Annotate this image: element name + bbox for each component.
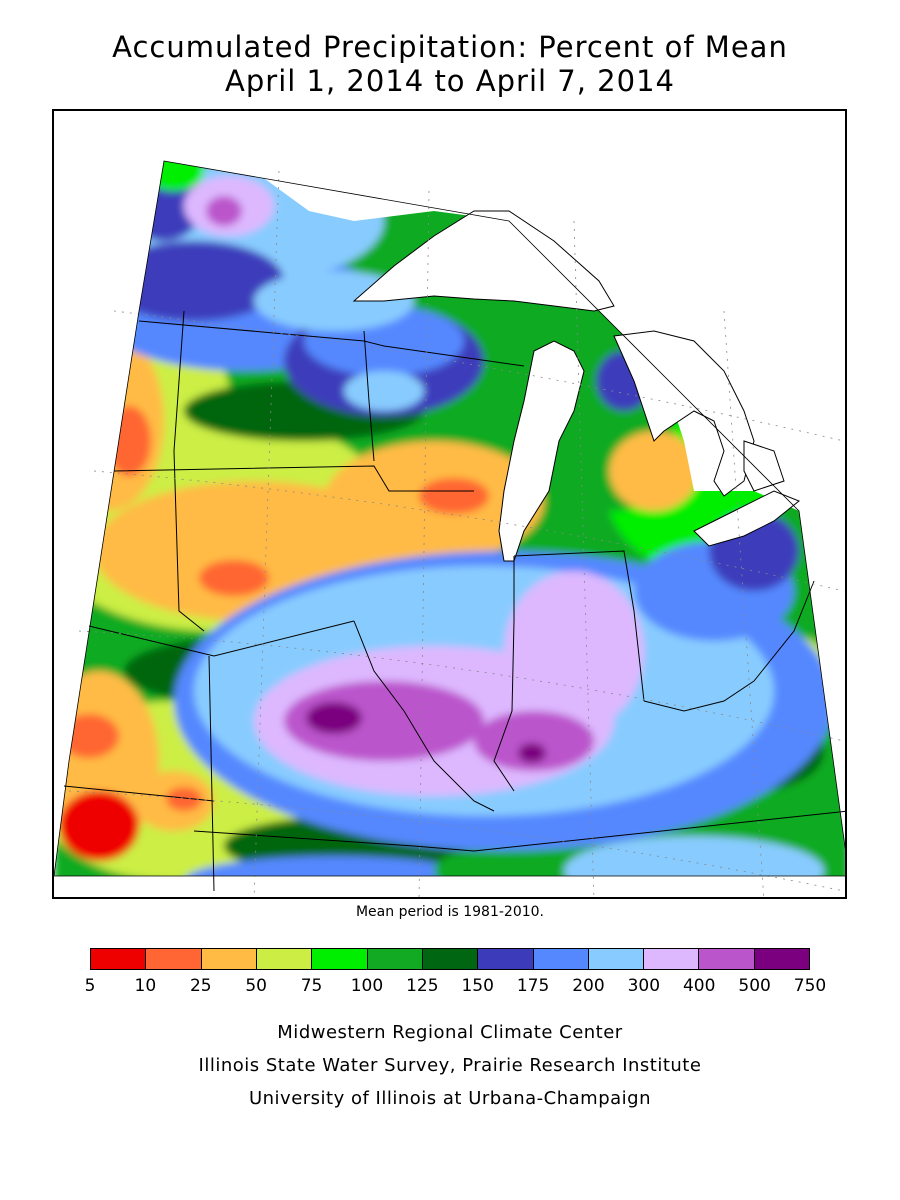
- state-borders: [63, 310, 845, 892]
- legend-swatch: [588, 949, 645, 969]
- field-400-500-southern-illinois: [474, 711, 594, 771]
- field-200-300-southeast: [564, 836, 824, 876]
- border-dakotas: [173, 310, 205, 632]
- legend-tick-label: 200: [572, 976, 605, 996]
- region-outline: [54, 160, 845, 877]
- legend-tick-label: 100: [350, 976, 384, 996]
- legend-tick-label: 400: [682, 976, 716, 996]
- lake-st-clair: [743, 440, 785, 492]
- field-10-25-northwest: [107, 406, 151, 476]
- field-300-400-indiana: [504, 571, 644, 731]
- legend-tick-labels: 5 10 25 50 75 100 125 150 175 200 300 400 500 750: [85, 976, 827, 998]
- legend-swatch: [754, 949, 810, 969]
- field-25-50-nw: [54, 331, 164, 511]
- field-400-500-illinois: [284, 681, 484, 761]
- border-mo-ia: [88, 620, 355, 657]
- border-in-oh: [513, 550, 645, 702]
- field-25-50-lower-mi: [609, 431, 699, 511]
- map-canvas: [54, 111, 845, 897]
- legend-tick-label: 175: [516, 976, 550, 996]
- legend-tick-label: 125: [406, 976, 439, 996]
- border-ohio-river: [643, 580, 815, 712]
- field-10-25-wisconsin: [419, 478, 489, 514]
- border-mn-north: [138, 320, 525, 367]
- field-200-300-up-pocket: [344, 371, 424, 411]
- lake-huron: [613, 330, 755, 497]
- color-legend: [90, 948, 810, 970]
- legend-swatch: [146, 949, 202, 969]
- map-title: Accumulated Precipitation: Percent of Me…: [112, 30, 788, 64]
- border-wi-mn: [363, 330, 375, 462]
- legend-tick-label: 75: [300, 976, 323, 996]
- border-mississippi: [353, 620, 495, 812]
- field-500-750-southern-illinois: [518, 743, 546, 763]
- border-ia-mn: [113, 465, 474, 492]
- legend-swatch: [367, 949, 423, 969]
- credit-line-1: Midwestern Regional Climate Center: [277, 1022, 623, 1043]
- field-10-25-kansas: [166, 787, 202, 811]
- legend-tick-label: 25: [189, 976, 212, 996]
- lake-superior: [352, 210, 615, 312]
- border-ks-mo: [208, 655, 215, 892]
- legend-tick-label: 500: [738, 976, 771, 996]
- precipitation-map: [52, 109, 847, 899]
- legend-tick-label: 750: [793, 976, 827, 996]
- lat-lon-grid: [68, 170, 845, 897]
- legend-tick-label: 300: [627, 976, 661, 996]
- gridline-lat-2: [93, 470, 845, 592]
- border-south: [193, 810, 845, 852]
- legend-tick-label: 10: [134, 976, 157, 996]
- gridline-lon-1: [253, 170, 280, 897]
- legend-swatch: [644, 949, 700, 969]
- legend-swatch: [422, 949, 479, 969]
- legend-swatch: [201, 949, 257, 969]
- legend-swatch: [312, 949, 368, 969]
- legend-tick-label: 150: [461, 976, 494, 996]
- legend-tick-label: 50: [245, 976, 267, 996]
- mean-period-note: Mean period is 1981-2010.: [355, 904, 545, 920]
- field-150-175-northwest: [104, 241, 284, 321]
- lakes-and-outside-area: [54, 111, 845, 562]
- field-10-25-iowa: [199, 560, 269, 596]
- field-175-200-south-edge: [184, 856, 484, 876]
- field-100-125-bootheel: [434, 851, 514, 876]
- lake-michigan: [498, 340, 585, 562]
- field-5-10-southwest: [59, 791, 139, 861]
- legend-swatch: [478, 949, 534, 969]
- field-500-750-missouri: [306, 702, 362, 734]
- field-10-25-southwest: [59, 714, 119, 758]
- lake-erie: [693, 490, 800, 547]
- legend-swatch: [91, 949, 147, 969]
- credit-line-2: Illinois State Water Survey, Prairie Res…: [198, 1055, 702, 1076]
- canada-area: [54, 111, 845, 511]
- border-il-in: [493, 556, 515, 792]
- field-400-500-north: [206, 196, 242, 226]
- legend-tick-label: 5: [84, 976, 96, 996]
- legend-swatch: [699, 949, 755, 969]
- credit-line-3: University of Illinois at Urbana-Champai…: [248, 1088, 652, 1109]
- map-date-range: April 1, 2014 to April 7, 2014: [225, 64, 675, 98]
- legend-swatch: [533, 949, 589, 969]
- legend-swatch: [256, 949, 313, 969]
- gridline-lon-3: [573, 220, 595, 897]
